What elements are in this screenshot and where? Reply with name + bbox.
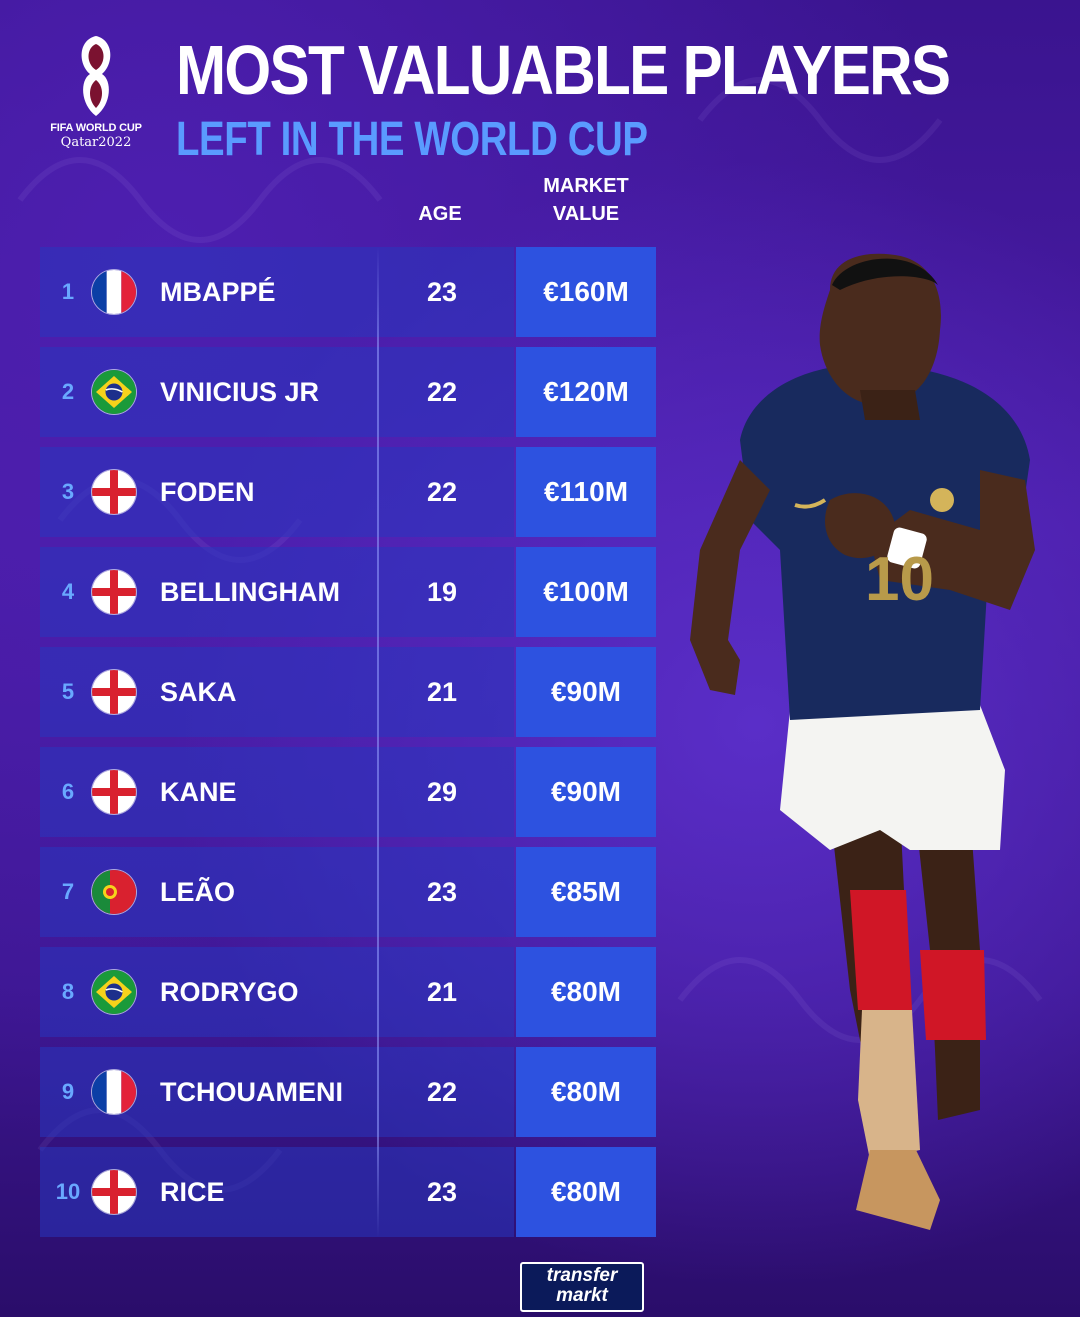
table-row: 10 RICE 23 €80M <box>40 1147 656 1237</box>
brazil-flag-icon <box>92 370 136 414</box>
rank-number: 3 <box>61 479 75 504</box>
rank-number: 5 <box>61 679 75 704</box>
portugal-flag-icon <box>92 870 136 914</box>
player-name: RODRYGO <box>160 977 299 1007</box>
table-row: 1 MBAPPÉ 23 €160M <box>40 247 656 337</box>
world-cup-trophy-icon <box>81 36 111 116</box>
player-name: SAKA <box>160 677 237 707</box>
transfermarkt-logo: transfer markt <box>520 1262 644 1312</box>
player-age: 21 <box>426 977 458 1007</box>
player-name: TCHOUAMENI <box>160 1077 343 1107</box>
player-name: BELLINGHAM <box>160 577 340 607</box>
england-flag-icon <box>92 1170 136 1214</box>
page-subtitle: LEFT IN THE WORLD CUP <box>176 113 648 166</box>
rank-number: 8 <box>61 979 75 1004</box>
market-value-cell: €100M <box>516 547 656 637</box>
rank-number: 2 <box>61 379 75 404</box>
market-value-cell: €110M <box>516 447 656 537</box>
table-row: 7 LEÃO 23 €85M <box>40 847 656 937</box>
logo-caption-qatar: Qatar2022 <box>60 135 132 150</box>
rank-number: 6 <box>61 779 75 804</box>
brand-text-markt: markt <box>556 1285 608 1306</box>
svg-text:10: 10 <box>865 545 934 614</box>
player-name: LEÃO <box>160 877 236 907</box>
brazil-flag-icon <box>92 970 136 1014</box>
france-flag-icon <box>92 1070 136 1114</box>
player-name: VINICIUS JR <box>160 377 320 407</box>
market-value-cell: €80M <box>516 1147 656 1237</box>
table-row: 8 RODRYGO 21 €80M <box>40 947 656 1037</box>
column-header-market-line: MARKET <box>543 175 629 197</box>
column-header-value-line: VALUE <box>552 203 620 225</box>
table-row: 6 KANE 29 €90M <box>40 747 656 837</box>
rank-number: 4 <box>61 579 75 604</box>
england-flag-icon <box>92 770 136 814</box>
fifa-world-cup-logo: FIFA WORLD CUP Qatar2022 <box>44 34 148 154</box>
player-name: FODEN <box>160 477 255 507</box>
player-photo: 10 <box>690 253 1035 1230</box>
england-flag-icon <box>92 570 136 614</box>
player-name: RICE <box>160 1177 225 1207</box>
market-value-cell: €160M <box>516 247 656 337</box>
table-row: 5 SAKA 21 €90M <box>40 647 656 737</box>
market-value-cell: €90M <box>516 747 656 837</box>
table-row: 3 FODEN 22 €110M <box>40 447 656 537</box>
table-row: 2 VINICIUS JR 22 €120M <box>40 347 656 437</box>
england-flag-icon <box>92 670 136 714</box>
market-value-cell: €80M <box>516 947 656 1037</box>
market-value-cell: €80M <box>516 1047 656 1137</box>
column-divider <box>377 247 379 1237</box>
page-title: MOST VALUABLE PLAYERS <box>176 31 951 109</box>
player-name: MBAPPÉ <box>160 277 276 307</box>
column-header-market-value: MARKET VALUE <box>516 172 656 228</box>
market-value-cell: €85M <box>516 847 656 937</box>
logo-caption-fifa: FIFA WORLD CUP <box>50 122 142 134</box>
player-name: KANE <box>160 777 237 807</box>
brand-text-transfer: transfer <box>546 1265 618 1286</box>
player-age: 22 <box>426 477 458 507</box>
rank-number: 7 <box>61 879 75 904</box>
player-age: 23 <box>426 877 458 907</box>
player-age: 29 <box>426 777 458 807</box>
rank-number: 9 <box>61 1079 75 1104</box>
column-header-age: AGE <box>418 203 462 225</box>
player-age: 19 <box>426 577 458 607</box>
table-row: 9 TCHOUAMENI 22 €80M <box>40 1047 656 1137</box>
rank-number: 10 <box>55 1179 81 1204</box>
france-flag-icon <box>92 270 136 314</box>
table-row: 4 BELLINGHAM 19 €100M <box>40 547 656 637</box>
market-value-cell: €120M <box>516 347 656 437</box>
player-age: 23 <box>426 1177 458 1207</box>
rank-number: 1 <box>61 279 75 304</box>
market-value-cell: €90M <box>516 647 656 737</box>
player-age: 23 <box>426 277 458 307</box>
player-age: 22 <box>426 1077 458 1107</box>
player-age: 21 <box>426 677 458 707</box>
player-age: 22 <box>426 377 458 407</box>
england-flag-icon <box>92 470 136 514</box>
